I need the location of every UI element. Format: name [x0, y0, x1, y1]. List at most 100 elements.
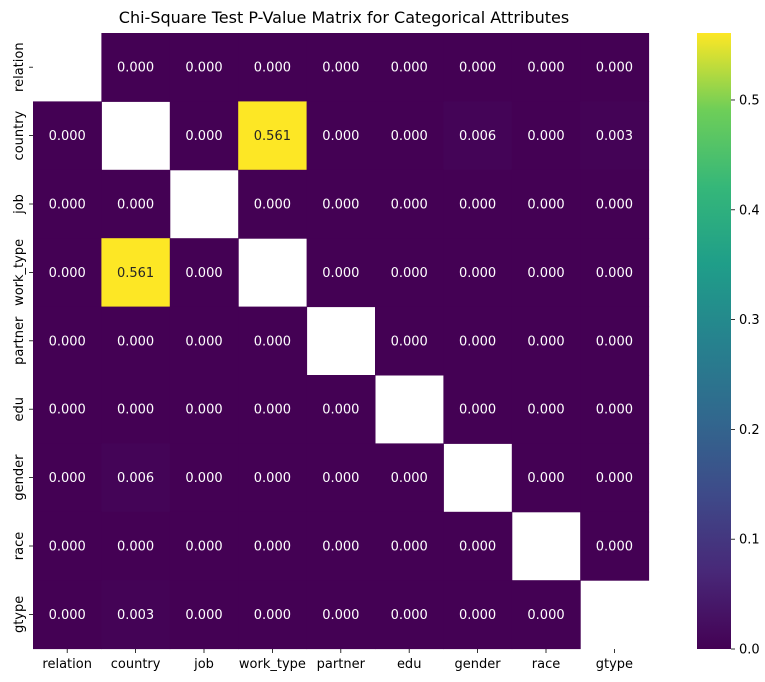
heatmap-cell — [375, 511, 444, 581]
heatmap-cell — [33, 511, 102, 581]
heatmap-cell — [306, 169, 376, 239]
heatmap-cell — [306, 511, 376, 581]
cell-value-label: 0.000 — [459, 403, 496, 418]
cell-value-label: 0.006 — [459, 129, 496, 144]
cell-value-label: 0.000 — [254, 608, 291, 623]
cell-value-label: 0.000 — [527, 61, 564, 76]
heatmap-cell — [169, 101, 239, 171]
heatmap-cell — [33, 238, 102, 308]
heatmap-cell — [33, 101, 102, 171]
heatmap-cell — [169, 443, 239, 513]
cell-value-label: 0.000 — [459, 334, 496, 349]
x-tick-label: gender — [455, 657, 502, 672]
cell-value-label: 0.000 — [49, 403, 86, 418]
cell-value-label: 0.000 — [527, 266, 564, 281]
heatmap-cell — [443, 169, 513, 239]
heatmap-cell — [375, 238, 444, 308]
cell-value-label: 0.000 — [391, 471, 428, 486]
heatmap-cell — [169, 580, 239, 650]
heatmap-cell — [580, 169, 650, 239]
heatmap-cell — [580, 33, 650, 102]
cell-value-label: 0.000 — [185, 540, 222, 555]
cell-value-label: 0.000 — [391, 608, 428, 623]
cell-value-label: 0.000 — [527, 471, 564, 486]
heatmap-cell — [443, 238, 513, 308]
cell-value-label: 0.000 — [527, 334, 564, 349]
heatmap-cell — [33, 443, 102, 513]
cell-value-label: 0.000 — [322, 540, 359, 555]
heatmap-cell — [375, 33, 444, 102]
cell-value-label: 0.000 — [596, 540, 633, 555]
heatmap-cell — [238, 375, 308, 444]
heatmap-cell — [33, 580, 102, 650]
cell-value-label: 0.000 — [391, 61, 428, 76]
heatmap-cell — [580, 101, 650, 171]
cell-value-label: 0.000 — [117, 61, 154, 76]
cell-value-label: 0.000 — [254, 334, 291, 349]
colorbar-ticks: 0.0 0.1 0.2 0.3 0.4 0.5 — [731, 93, 760, 658]
cell-value-label: 0.000 — [185, 471, 222, 486]
heatmap-cell — [375, 443, 444, 513]
y-tick-label: work_type — [12, 239, 27, 306]
cell-value-label: 0.000 — [49, 540, 86, 555]
x-axis: relation country job work_type partner edu gen… — [42, 649, 633, 672]
heatmap-cell — [101, 580, 171, 650]
heatmap-cell — [238, 101, 308, 171]
cell-value-label: 0.000 — [254, 198, 291, 213]
cell-value-label: 0.000 — [596, 61, 633, 76]
cell-value-label: 0.000 — [49, 266, 86, 281]
heatmap-cell — [511, 33, 581, 102]
cell-value-label: 0.000 — [596, 266, 633, 281]
cell-value-label: 0.000 — [185, 129, 222, 144]
heatmap-cell — [306, 33, 376, 102]
colorbar-tick-label: 0.4 — [739, 203, 760, 218]
cell-value-label: 0.006 — [117, 471, 154, 486]
colorbar-tick-label: 0.5 — [739, 93, 760, 108]
x-tick-label: gtype — [596, 657, 633, 672]
y-tick-label: country — [12, 110, 27, 160]
heatmap-cell — [238, 511, 308, 581]
cell-value-label: 0.000 — [254, 403, 291, 418]
cell-value-label: 0.000 — [322, 403, 359, 418]
heatmap-cell — [101, 511, 171, 581]
cell-value-label: 0.000 — [117, 334, 154, 349]
heatmap-cell — [511, 443, 581, 513]
colorbar-gradient — [697, 33, 731, 649]
x-tick-label: partner — [317, 657, 366, 672]
cell-value-label: 0.000 — [391, 129, 428, 144]
x-tick-label: relation — [42, 657, 92, 672]
cell-value-label: 0.000 — [596, 403, 633, 418]
heatmap-cell — [580, 375, 650, 444]
cell-value-label: 0.000 — [527, 198, 564, 213]
cell-value-label: 0.000 — [49, 198, 86, 213]
heatmap-cell — [306, 101, 376, 171]
x-tick-label: edu — [397, 657, 422, 672]
heatmap-cell — [443, 101, 513, 171]
heatmap-cell — [511, 306, 581, 376]
y-tick-label: race — [12, 532, 27, 560]
heatmap-cell — [33, 169, 102, 239]
heatmap-cell — [169, 306, 239, 376]
cell-value-label: 0.000 — [322, 129, 359, 144]
cell-value-label: 0.000 — [459, 266, 496, 281]
cell-value-label: 0.000 — [459, 540, 496, 555]
heatmap-cell — [169, 238, 239, 308]
cell-value-label: 0.000 — [117, 198, 154, 213]
heatmap-cell — [238, 169, 308, 239]
heatmap-cell — [169, 375, 239, 444]
cell-value-label: 0.000 — [596, 198, 633, 213]
x-tick-label: job — [193, 657, 214, 672]
cell-value-label: 0.000 — [49, 608, 86, 623]
cell-value-label: 0.000 — [527, 608, 564, 623]
chart-title: Chi-Square Test P-Value Matrix for Categ… — [119, 8, 569, 27]
cell-value-label: 0.000 — [391, 198, 428, 213]
heatmap-cell — [238, 33, 308, 102]
cell-value-label: 0.561 — [117, 266, 154, 281]
cell-value-label: 0.000 — [322, 608, 359, 623]
cell-value-label: 0.000 — [117, 540, 154, 555]
heatmap-cell — [443, 306, 513, 376]
cell-value-label: 0.000 — [254, 540, 291, 555]
heatmap-cell — [306, 580, 376, 650]
